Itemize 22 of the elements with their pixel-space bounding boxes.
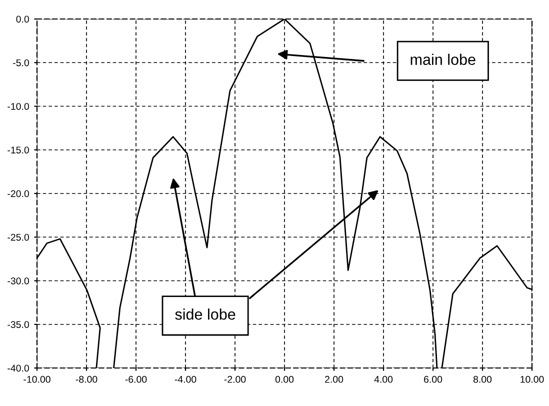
x-tick-label: -4.00: [174, 376, 196, 383]
x-tick-label: 0.00: [275, 376, 294, 383]
x-tick-label: 8.00: [473, 376, 492, 383]
y-tick-label: 0.0: [16, 16, 29, 23]
y-tick-label: -40.0: [8, 364, 29, 372]
y-tick-label: -30.0: [8, 277, 29, 284]
x-tick-label: -6.00: [125, 376, 147, 383]
x-tick-label: 4.00: [374, 376, 393, 383]
y-tick-label: -5.0: [13, 59, 29, 66]
y-tick-label: -20.0: [8, 190, 29, 198]
y-tick-label: -10.0: [8, 102, 29, 110]
x-tick-label: -10.00: [24, 376, 50, 383]
y-tick-label: -35.0: [8, 321, 29, 328]
x-tick-label: 6.00: [424, 376, 442, 383]
x-tick-label: 10.00: [520, 376, 544, 383]
x-tick-label: -8.00: [76, 376, 98, 383]
annotation: main lobe: [410, 54, 476, 65]
annotation: side lobe: [175, 308, 236, 320]
y-tick-label: -25.0: [8, 234, 29, 241]
y-tick-label: -15.0: [8, 146, 29, 154]
x-tick-label: -2.00: [224, 376, 246, 383]
x-tick-label: 2.00: [325, 376, 344, 383]
